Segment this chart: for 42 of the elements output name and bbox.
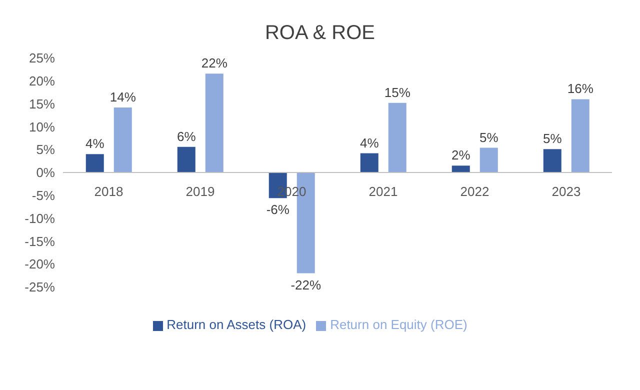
bar [360, 153, 378, 172]
data-label: 4% [85, 136, 105, 152]
data-label: 6% [176, 128, 196, 144]
x-tick-label: 2018 [94, 184, 124, 199]
bar [480, 148, 498, 172]
data-label: -6% [266, 202, 290, 218]
y-tick-label: -20% [24, 256, 56, 272]
x-tick-label: 2019 [186, 184, 215, 199]
y-tick-label: -10% [24, 210, 56, 226]
data-label: 22% [201, 56, 228, 71]
data-label: -22% [290, 277, 322, 292]
y-tick-label: 20% [28, 74, 56, 89]
bar [571, 99, 590, 172]
y-tick-label: 10% [28, 119, 56, 134]
data-label: 14% [110, 89, 136, 104]
x-tick-label: 2020 [277, 184, 306, 199]
bar [205, 74, 224, 172]
data-label: 16% [567, 81, 594, 96]
bar [177, 146, 196, 172]
y-tick-label: 25% [28, 50, 56, 66]
data-label: 4% [360, 135, 380, 150]
data-label: 2% [451, 148, 471, 163]
y-tick-label: 5% [36, 142, 56, 158]
bar [452, 166, 470, 172]
bar [86, 154, 104, 172]
bar [114, 107, 132, 172]
data-label: 15% [384, 84, 411, 100]
legend-label: Return on Equity (ROE) [330, 317, 468, 332]
y-tick-label: -15% [24, 234, 56, 249]
x-tick-label: 2022 [460, 184, 490, 199]
y-tick-label: -5% [32, 188, 56, 204]
y-tick-label: -25% [24, 280, 56, 295]
y-tick-label: 0% [36, 165, 56, 180]
bar [543, 149, 562, 172]
legend-label: Return on Assets (ROA) [166, 317, 306, 332]
chart-title: ROA & ROE [264, 22, 376, 44]
x-tick-label: 2021 [368, 184, 398, 199]
data-label: 5% [542, 131, 562, 146]
bar [388, 102, 406, 172]
data-label: 5% [479, 130, 499, 145]
y-tick-label: 15% [28, 96, 56, 112]
x-tick-label: 2023 [552, 184, 581, 199]
